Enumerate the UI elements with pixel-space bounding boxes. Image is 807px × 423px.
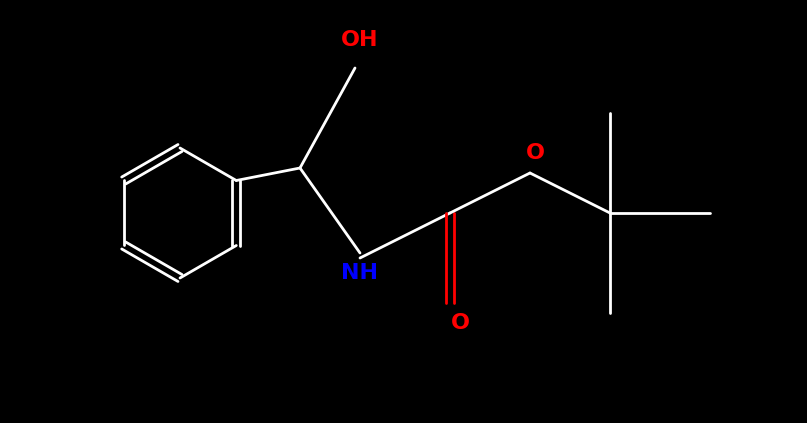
Text: O: O: [525, 143, 545, 163]
Text: OH: OH: [341, 30, 378, 50]
Text: NH: NH: [341, 263, 378, 283]
Text: O: O: [450, 313, 470, 333]
